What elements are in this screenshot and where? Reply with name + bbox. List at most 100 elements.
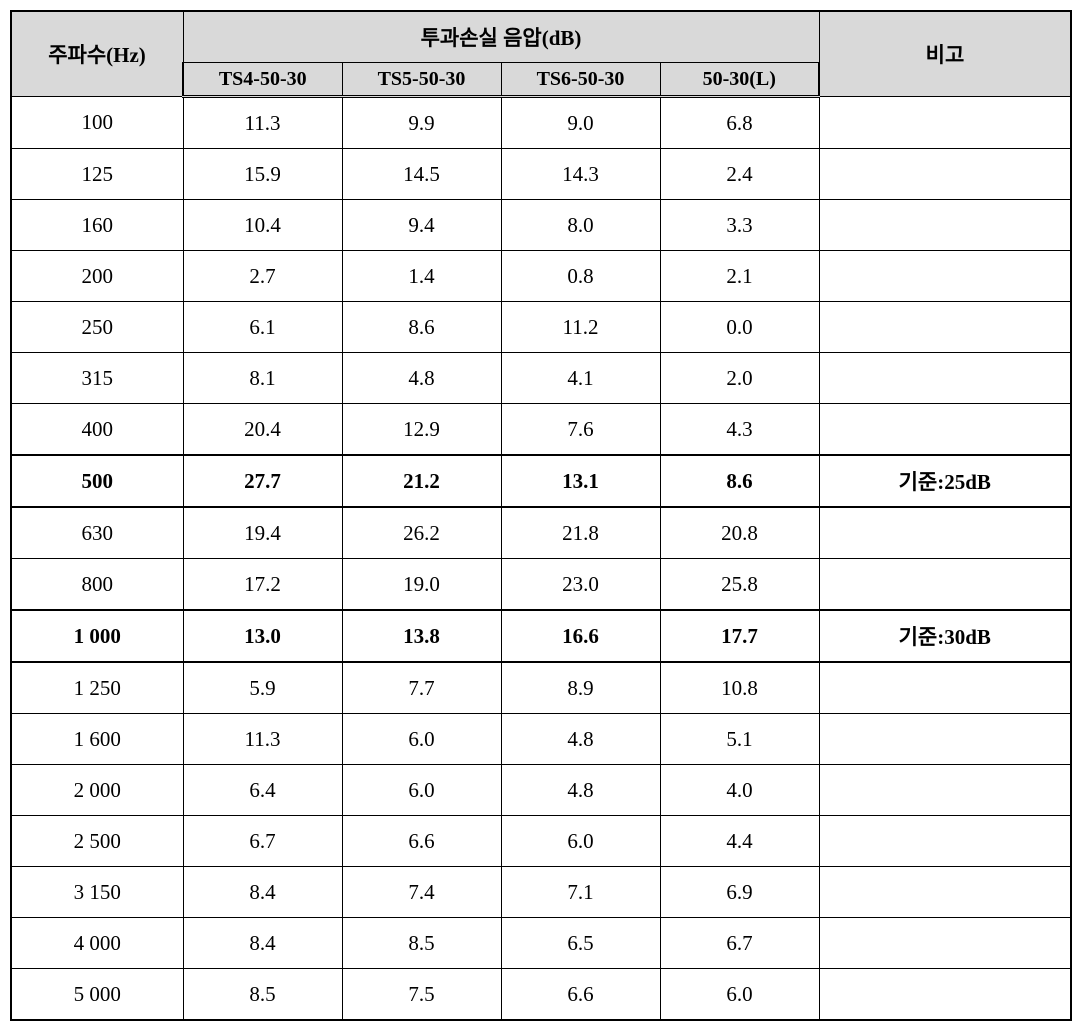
cell-value-3: 7.1 (501, 867, 660, 918)
cell-frequency: 630 (11, 507, 183, 559)
cell-frequency: 1 000 (11, 610, 183, 662)
cell-value-2: 13.8 (342, 610, 501, 662)
cell-frequency: 1 600 (11, 714, 183, 765)
cell-value-4: 2.0 (660, 353, 819, 404)
cell-value-1: 17.2 (183, 559, 342, 611)
cell-value-2: 9.4 (342, 200, 501, 251)
cell-remark: 기준:30dB (819, 610, 1071, 662)
table-header: 주파수(Hz) 투과손실 음압(dB) 비고 TS4-50-30 TS5-50-… (11, 11, 1071, 97)
cell-remark (819, 302, 1071, 353)
cell-value-2: 8.6 (342, 302, 501, 353)
cell-remark (819, 816, 1071, 867)
cell-remark (819, 969, 1071, 1021)
cell-value-2: 6.0 (342, 765, 501, 816)
cell-value-3: 4.8 (501, 765, 660, 816)
table-body: 10011.39.99.06.812515.914.514.32.416010.… (11, 97, 1071, 1021)
cell-value-2: 26.2 (342, 507, 501, 559)
cell-value-4: 6.9 (660, 867, 819, 918)
cell-frequency: 1 250 (11, 662, 183, 714)
cell-value-1: 8.4 (183, 867, 342, 918)
header-col2: TS5-50-30 (342, 63, 501, 97)
table-row: 2 5006.76.66.04.4 (11, 816, 1071, 867)
cell-value-1: 11.3 (183, 97, 342, 149)
cell-value-4: 8.6 (660, 455, 819, 507)
header-row-1: 주파수(Hz) 투과손실 음압(dB) 비고 (11, 11, 1071, 63)
table-row: 12515.914.514.32.4 (11, 149, 1071, 200)
table-row: 5 0008.57.56.66.0 (11, 969, 1071, 1021)
cell-remark (819, 353, 1071, 404)
header-group: 투과손실 음압(dB) (183, 11, 819, 63)
cell-remark (819, 404, 1071, 456)
cell-value-3: 7.6 (501, 404, 660, 456)
cell-value-2: 4.8 (342, 353, 501, 404)
cell-remark (819, 559, 1071, 611)
table-row: 1 00013.013.816.617.7기준:30dB (11, 610, 1071, 662)
cell-value-3: 16.6 (501, 610, 660, 662)
cell-value-3: 11.2 (501, 302, 660, 353)
cell-value-3: 0.8 (501, 251, 660, 302)
cell-remark (819, 149, 1071, 200)
table-row: 3158.14.84.12.0 (11, 353, 1071, 404)
cell-value-3: 8.0 (501, 200, 660, 251)
cell-value-1: 27.7 (183, 455, 342, 507)
cell-value-4: 20.8 (660, 507, 819, 559)
cell-value-3: 23.0 (501, 559, 660, 611)
cell-value-3: 9.0 (501, 97, 660, 149)
header-frequency: 주파수(Hz) (11, 11, 183, 97)
cell-value-4: 0.0 (660, 302, 819, 353)
transmission-loss-table: 주파수(Hz) 투과손실 음압(dB) 비고 TS4-50-30 TS5-50-… (10, 10, 1072, 1021)
cell-remark (819, 714, 1071, 765)
cell-value-2: 9.9 (342, 97, 501, 149)
cell-value-2: 6.0 (342, 714, 501, 765)
cell-remark (819, 97, 1071, 149)
cell-value-2: 19.0 (342, 559, 501, 611)
table-row: 63019.426.221.820.8 (11, 507, 1071, 559)
table-row: 50027.721.213.18.6기준:25dB (11, 455, 1071, 507)
cell-remark (819, 507, 1071, 559)
cell-frequency: 160 (11, 200, 183, 251)
cell-remark (819, 251, 1071, 302)
cell-value-1: 8.5 (183, 969, 342, 1021)
cell-value-4: 6.0 (660, 969, 819, 1021)
cell-remark (819, 200, 1071, 251)
table-row: 2506.18.611.20.0 (11, 302, 1071, 353)
cell-value-4: 4.0 (660, 765, 819, 816)
cell-value-3: 13.1 (501, 455, 660, 507)
table-row: 2 0006.46.04.84.0 (11, 765, 1071, 816)
cell-frequency: 2 000 (11, 765, 183, 816)
cell-value-1: 8.1 (183, 353, 342, 404)
cell-value-1: 13.0 (183, 610, 342, 662)
cell-value-3: 6.5 (501, 918, 660, 969)
table-row: 1 60011.36.04.85.1 (11, 714, 1071, 765)
cell-value-3: 4.1 (501, 353, 660, 404)
cell-remark (819, 867, 1071, 918)
header-col3: TS6-50-30 (501, 63, 660, 97)
cell-value-1: 6.7 (183, 816, 342, 867)
cell-value-1: 19.4 (183, 507, 342, 559)
table-row: 10011.39.99.06.8 (11, 97, 1071, 149)
cell-value-4: 10.8 (660, 662, 819, 714)
cell-value-1: 10.4 (183, 200, 342, 251)
cell-value-1: 2.7 (183, 251, 342, 302)
cell-value-2: 14.5 (342, 149, 501, 200)
cell-value-3: 6.0 (501, 816, 660, 867)
cell-value-1: 5.9 (183, 662, 342, 714)
cell-frequency: 400 (11, 404, 183, 456)
cell-frequency: 100 (11, 97, 183, 149)
cell-value-4: 2.1 (660, 251, 819, 302)
cell-frequency: 125 (11, 149, 183, 200)
cell-remark (819, 765, 1071, 816)
cell-value-2: 21.2 (342, 455, 501, 507)
table-row: 1 2505.97.78.910.8 (11, 662, 1071, 714)
cell-frequency: 4 000 (11, 918, 183, 969)
cell-value-3: 14.3 (501, 149, 660, 200)
cell-value-4: 3.3 (660, 200, 819, 251)
cell-frequency: 5 000 (11, 969, 183, 1021)
cell-value-1: 15.9 (183, 149, 342, 200)
cell-value-1: 11.3 (183, 714, 342, 765)
cell-value-1: 20.4 (183, 404, 342, 456)
table-row: 3 1508.47.47.16.9 (11, 867, 1071, 918)
cell-value-1: 6.4 (183, 765, 342, 816)
cell-value-2: 7.5 (342, 969, 501, 1021)
cell-value-2: 12.9 (342, 404, 501, 456)
